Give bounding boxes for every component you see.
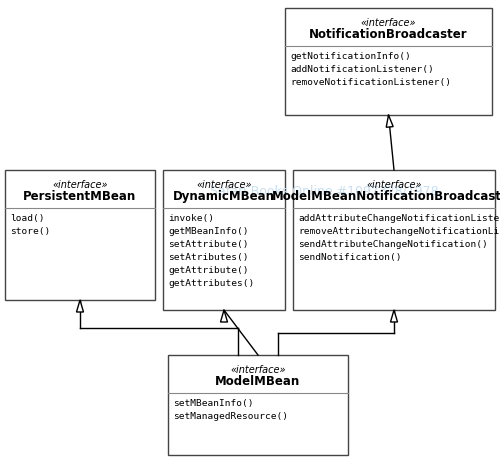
Polygon shape: [76, 300, 84, 312]
Text: removeAttributechangeNotificationListener(): removeAttributechangeNotificationListene…: [298, 227, 500, 236]
Text: «interface»: «interface»: [52, 180, 108, 190]
Bar: [163, 170, 285, 310]
Text: getMBeanInfo(): getMBeanInfo(): [168, 227, 248, 236]
Polygon shape: [386, 115, 393, 127]
Polygon shape: [390, 310, 398, 322]
Text: getAttribute(): getAttribute(): [168, 266, 248, 275]
Text: «interface»: «interface»: [230, 365, 286, 375]
Text: invoke(): invoke(): [168, 214, 214, 223]
Text: addNotificationListener(): addNotificationListener(): [290, 65, 434, 74]
Text: addAttributeChangeNotificationListener(): addAttributeChangeNotificationListener(): [298, 214, 500, 223]
Text: ModelMBean: ModelMBean: [216, 375, 300, 388]
Text: getAttributes(): getAttributes(): [168, 279, 254, 288]
Text: ModelMBeanNotificationBroadcaster: ModelMBeanNotificationBroadcaster: [272, 190, 500, 203]
Text: removeNotificationListener(): removeNotificationListener(): [290, 78, 451, 87]
Text: DynamicMBean: DynamicMBean: [173, 190, 275, 203]
Text: «interface»: «interface»: [196, 180, 252, 190]
Text: «interface»: «interface»: [361, 18, 416, 28]
Bar: [5, 170, 155, 300]
Text: Safari Books Online #1097328/1978: Safari Books Online #1097328/1978: [210, 184, 438, 197]
Text: PersistentMBean: PersistentMBean: [24, 190, 136, 203]
Text: «interface»: «interface»: [366, 180, 422, 190]
Bar: [293, 170, 495, 310]
Text: load(): load(): [10, 214, 44, 223]
Text: store(): store(): [10, 227, 50, 236]
Text: setMBeanInfo(): setMBeanInfo(): [173, 399, 254, 408]
Bar: [285, 8, 492, 115]
Text: getNotificationInfo(): getNotificationInfo(): [290, 52, 411, 61]
Text: setManagedResource(): setManagedResource(): [173, 412, 288, 421]
Polygon shape: [220, 310, 228, 322]
Text: sendAttributeChangeNotification(): sendAttributeChangeNotification(): [298, 240, 488, 249]
Bar: [168, 355, 348, 455]
Text: setAtributes(): setAtributes(): [168, 253, 248, 262]
Text: NotificationBroadcaster: NotificationBroadcaster: [309, 28, 468, 41]
Text: sendNotification(): sendNotification(): [298, 253, 402, 262]
Text: setAttribute(): setAttribute(): [168, 240, 248, 249]
